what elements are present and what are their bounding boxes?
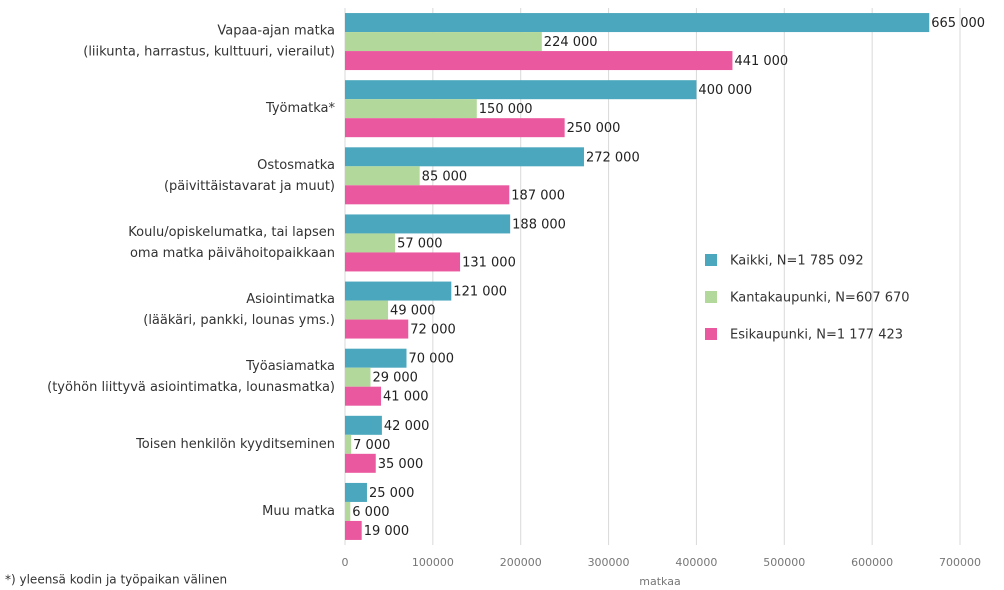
bar: [345, 147, 584, 167]
bar: [345, 80, 697, 100]
bar: [345, 348, 407, 368]
y-tick-label: Toisen henkilön kyyditseminen: [135, 437, 335, 452]
bar: [345, 233, 396, 253]
bar: [345, 252, 461, 272]
bar: [345, 415, 382, 435]
bar: [345, 281, 452, 301]
legend-label: Kantakaupunki, N=607 670: [730, 291, 910, 306]
bar: [345, 482, 367, 502]
y-tick-label: (liikunta, harrastus, kulttuuri, vierail…: [83, 45, 335, 60]
legend-swatch: [705, 254, 717, 266]
y-tick-label: Työasiamatka: [245, 359, 335, 374]
x-tick-label: 600000: [851, 556, 893, 569]
legend-swatch: [705, 328, 717, 340]
y-tick-label: Vapaa-ajan matka: [217, 24, 335, 39]
y-tick-label: Muu matka: [262, 504, 335, 519]
data-label: 250 000: [567, 121, 621, 136]
x-tick-label: 500000: [763, 556, 805, 569]
data-label: 121 000: [453, 285, 507, 300]
data-label: 19 000: [364, 524, 410, 539]
data-label: 70 000: [409, 352, 455, 367]
bar: [345, 319, 409, 339]
data-label: 41 000: [383, 390, 429, 405]
x-tick-label: 200000: [500, 556, 542, 569]
x-tick-label: 100000: [412, 556, 454, 569]
bar: [345, 99, 477, 119]
y-tick-label: oma matka päivähoitopaikkaan: [130, 246, 335, 261]
data-label: 25 000: [369, 486, 415, 501]
bar: [345, 367, 371, 387]
data-label: 224 000: [544, 35, 598, 50]
y-tick-label: Ostosmatka: [257, 158, 335, 173]
data-label: 6 000: [352, 505, 389, 520]
data-label: 42 000: [384, 419, 430, 434]
bar: [345, 118, 565, 138]
x-tick-label: 700000: [939, 556, 981, 569]
data-label: 272 000: [586, 150, 640, 165]
data-label: 57 000: [397, 236, 443, 251]
y-tick-label: Asiointimatka: [246, 292, 335, 307]
bar: [345, 520, 362, 540]
data-label: 29 000: [372, 371, 418, 386]
y-tick-label: Koulu/opiskelumatka, tai lapsen: [128, 225, 335, 240]
data-label: 7 000: [353, 438, 390, 453]
legend-label: Kaikki, N=1 785 092: [730, 254, 864, 269]
bar: [345, 13, 930, 33]
data-label: 187 000: [511, 188, 565, 203]
y-tick-label: (työhön liittyvä asiointimatka, lounasma…: [47, 380, 335, 395]
bar: [345, 166, 420, 186]
bar: [345, 386, 382, 406]
legend-label: Esikaupunki, N=1 177 423: [730, 328, 903, 343]
bar: [345, 434, 352, 454]
data-label: 49 000: [390, 304, 436, 319]
bar: [345, 32, 542, 52]
data-label: 400 000: [698, 83, 752, 98]
y-tick-label: (lääkäri, pankki, lounas yms.): [143, 313, 335, 328]
data-label: 35 000: [378, 457, 424, 472]
data-label: 72 000: [410, 323, 456, 338]
x-tick-label: 300000: [588, 556, 630, 569]
data-label: 441 000: [734, 54, 788, 69]
x-axis-label: matkaa: [639, 575, 680, 588]
data-label: 665 000: [931, 16, 985, 31]
x-tick-label: 400000: [675, 556, 717, 569]
bar: [345, 214, 511, 234]
data-label: 150 000: [479, 102, 533, 117]
bar: [345, 51, 733, 71]
y-tick-label: Työmatka*: [265, 101, 336, 116]
bar: [345, 300, 389, 320]
footnote: *) yleensä kodin ja työpaikan välinen: [5, 573, 227, 587]
data-label: 188 000: [512, 217, 566, 232]
legend-swatch: [705, 291, 717, 303]
bar: [345, 501, 351, 521]
y-tick-label: (päivittäistavarat ja muut): [164, 179, 335, 194]
data-label: 131 000: [462, 255, 516, 270]
bar: [345, 185, 510, 205]
data-label: 85 000: [422, 169, 468, 184]
bar: [345, 453, 376, 473]
x-tick-label: 0: [342, 556, 349, 569]
